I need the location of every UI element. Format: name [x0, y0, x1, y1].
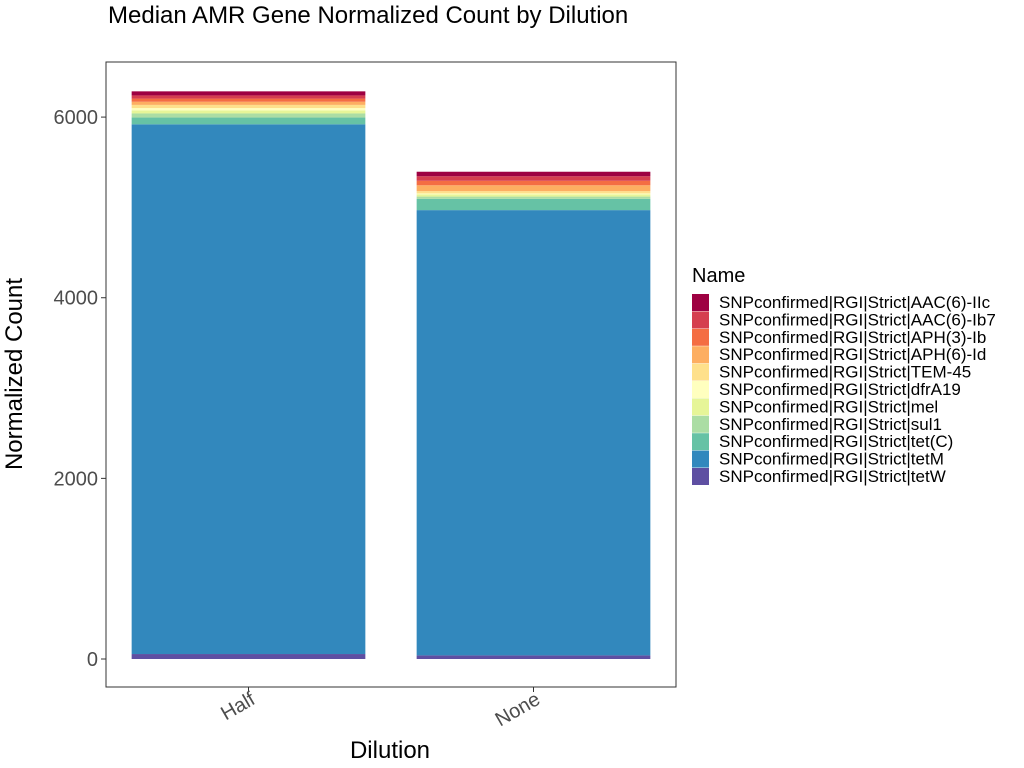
y-tick-label: 6000 — [54, 107, 99, 129]
legend-swatch-aph-6-id — [692, 346, 709, 364]
legend-label-tem-45: SNPconfirmed|RGI|Strict|TEM-45 — [719, 363, 971, 382]
bar-half-tet-c — [131, 117, 366, 125]
legend-label-mel: SNPconfirmed|RGI|Strict|mel — [719, 397, 938, 416]
bar-none-aac-6-ib7 — [416, 176, 651, 181]
x-tick-label-half: Half — [217, 688, 259, 725]
legend-swatch-mel — [692, 398, 709, 416]
bar-none-aph-3-ib — [416, 180, 651, 186]
x-tick-label-none: None — [492, 688, 544, 731]
legend-swatch-aac-6-iic — [692, 294, 709, 311]
legend-label-tet-c: SNPconfirmed|RGI|Strict|tet(C) — [719, 432, 953, 451]
bar-none-mel — [416, 194, 651, 197]
chart-title: Median AMR Gene Normalized Count by Dilu… — [108, 2, 628, 29]
legend-label-dfra19: SNPconfirmed|RGI|Strict|dfrA19 — [719, 380, 961, 399]
bar-none-sul1 — [416, 196, 651, 199]
legend-label-aph-3-ib: SNPconfirmed|RGI|Strict|APH(3)-Ib — [719, 328, 986, 347]
bar-none-tetw — [416, 655, 651, 660]
legend-swatch-tetm — [692, 450, 709, 468]
bar-none-tetm — [416, 210, 651, 656]
legend-label-tetm: SNPconfirmed|RGI|Strict|tetM — [719, 450, 944, 469]
legend-swatch-tetw — [692, 468, 709, 485]
legend-label-tetw: SNPconfirmed|RGI|Strict|tetW — [719, 467, 946, 486]
y-axis: 0 2000 4000 6000 — [54, 107, 106, 671]
legend-items: SNPconfirmed|RGI|Strict|AAC(6)-IIcSNPcon… — [692, 293, 996, 486]
bar-half-sul1 — [131, 113, 366, 118]
bar-none-aph-6-id — [416, 185, 651, 192]
bar-none-aac-6-iic — [416, 171, 651, 177]
legend-label-aac-6-iic: SNPconfirmed|RGI|Strict|AAC(6)-IIc — [719, 293, 991, 312]
legend-swatch-tem-45 — [692, 363, 709, 381]
legend-swatch-dfra19 — [692, 381, 709, 398]
x-axis-title: Dilution — [350, 737, 430, 764]
bar-half-aph-3-ib — [131, 98, 366, 102]
legend-title: Name — [692, 265, 745, 287]
legend: Name SNPconfirmed|RGI|Strict|AAC(6)-IIcS… — [692, 265, 996, 486]
bar-half-aph-6-id — [131, 101, 366, 105]
bar-half-tetw — [131, 654, 366, 660]
y-tick-label: 0 — [87, 649, 98, 671]
y-tick-label: 4000 — [54, 288, 99, 310]
legend-swatch-aph-3-ib — [692, 328, 709, 346]
legend-swatch-tet-c — [692, 433, 709, 451]
bar-none-tem-45 — [416, 191, 651, 194]
legend-swatch-aac-6-ib7 — [692, 311, 709, 329]
legend-swatch-sul1 — [692, 415, 709, 433]
bar-half-tetm — [131, 124, 366, 655]
bar-half-tem-45 — [131, 104, 366, 109]
bar-none-tet-c — [416, 198, 651, 211]
bars-layer — [131, 91, 651, 660]
bar-none-dfra19 — [416, 193, 651, 195]
bar-half-dfra19 — [131, 108, 366, 111]
bar-half-aac-6-iic — [131, 91, 366, 96]
y-axis-title: Normalized Count — [1, 278, 28, 470]
x-axis: Half None — [217, 687, 544, 731]
legend-label-sul1: SNPconfirmed|RGI|Strict|sul1 — [719, 415, 942, 434]
legend-label-aac-6-ib7: SNPconfirmed|RGI|Strict|AAC(6)-Ib7 — [719, 310, 996, 329]
y-tick-label: 2000 — [54, 468, 99, 490]
bar-half-mel — [131, 110, 366, 114]
legend-label-aph-6-id: SNPconfirmed|RGI|Strict|APH(6)-Id — [719, 345, 986, 364]
bar-half-aac-6-ib7 — [131, 95, 366, 99]
